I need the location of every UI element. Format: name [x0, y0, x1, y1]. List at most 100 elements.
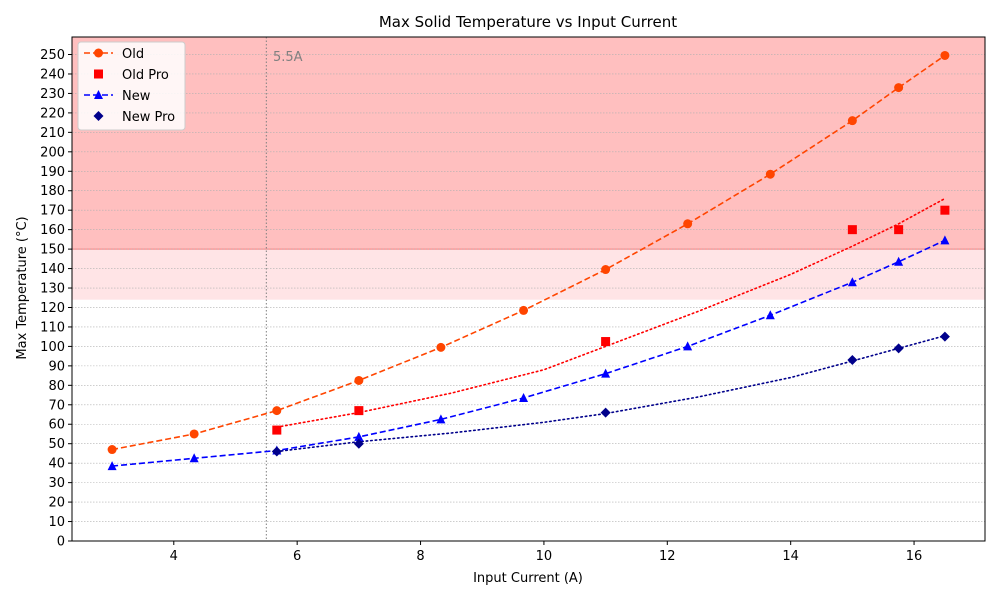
point-new-pro-1 [353, 438, 364, 449]
reference-line-label: 5.5A [273, 50, 303, 65]
point-old-pro-1 [354, 406, 364, 416]
y-tick-label-80: 80 [48, 379, 65, 394]
point-new-11 [940, 235, 950, 245]
point-old-9 [847, 116, 857, 126]
legend: Old Old Pro New New Pro [77, 41, 186, 131]
y-tick-label-250: 250 [40, 48, 65, 63]
point-old-5 [519, 305, 529, 315]
y-tick-label-40: 40 [48, 457, 65, 472]
point-old-pro-3 [847, 225, 857, 235]
x-tick-label-14: 14 [782, 549, 799, 564]
point-new-3 [354, 431, 364, 441]
point-old-7 [683, 219, 693, 229]
legend-label-new-pro: New Pro [122, 110, 175, 125]
data-series [107, 50, 950, 471]
legend-marker-new-pro [93, 111, 104, 121]
point-new-6 [601, 368, 611, 378]
point-old-10 [894, 83, 904, 93]
y-axis-label: Max Temperature (°C) [15, 216, 30, 359]
y-tick-label-180: 180 [40, 184, 65, 199]
shaded-bands [72, 36, 985, 300]
series-old-pro [272, 205, 950, 435]
x-axis-ticks: 4 6 8 10 12 14 16 [170, 541, 923, 564]
point-new-10 [894, 256, 904, 266]
x-tick-label-8: 8 [416, 549, 424, 564]
x-tick-label-10: 10 [536, 549, 553, 564]
point-new-7 [683, 341, 693, 351]
series-new [107, 235, 950, 471]
y-tick-label-130: 130 [40, 282, 65, 297]
series-new-pro [271, 331, 950, 457]
y-tick-label-0: 0 [57, 535, 65, 550]
legend-label-new: New [122, 89, 151, 104]
point-new-pro-5 [939, 331, 950, 342]
point-old-1 [189, 429, 199, 439]
legend-label-old-pro: Old Pro [122, 68, 169, 83]
y-tick-label-230: 230 [40, 87, 65, 102]
point-new-pro-0 [271, 446, 282, 457]
point-new-pro-4 [893, 343, 904, 354]
critical-zone-band [72, 37, 985, 250]
point-new-4 [436, 414, 446, 424]
y-tick-label-10: 10 [48, 515, 65, 530]
y-tick-label-90: 90 [48, 359, 65, 374]
point-old-11 [940, 50, 950, 60]
y-tick-label-210: 210 [40, 126, 65, 141]
point-old-3 [354, 375, 364, 385]
y-tick-label-60: 60 [48, 418, 65, 433]
y-tick-label-70: 70 [48, 398, 65, 413]
x-axis-label: Input Current (A) [473, 571, 583, 586]
old-pro-trend-line [276, 197, 946, 428]
point-old-0 [107, 445, 117, 455]
point-old-4 [436, 342, 446, 352]
point-new-pro-3 [847, 355, 858, 366]
y-axis-ticks: 0 10 20 30 40 50 60 70 80 90 100 110 120 130 140 150 160… [40, 48, 72, 550]
y-tick-label-100: 100 [40, 340, 65, 355]
warning-zone-band [72, 249, 985, 300]
x-tick-label-16: 16 [906, 549, 923, 564]
y-tick-label-20: 20 [48, 496, 65, 511]
y-tick-label-220: 220 [40, 106, 65, 121]
point-new-pro-2 [600, 407, 611, 418]
legend-marker-old [94, 48, 103, 58]
y-tick-label-170: 170 [40, 204, 65, 219]
y-tick-label-240: 240 [40, 67, 65, 82]
y-tick-label-150: 150 [40, 243, 65, 258]
chart-title: Max Solid Temperature vs Input Current [379, 13, 677, 31]
legend-marker-new [94, 90, 103, 99]
series-old-line [111, 54, 946, 451]
new-pro-trend-line [276, 334, 946, 453]
y-tick-label-50: 50 [48, 437, 65, 452]
point-new-9 [847, 277, 857, 287]
x-tick-label-4: 4 [170, 549, 178, 564]
point-old-pro-4 [894, 225, 904, 235]
legend-marker-old-pro [94, 69, 103, 79]
x-tick-label-12: 12 [659, 549, 676, 564]
y-tick-label-120: 120 [40, 301, 65, 316]
y-tick-label-30: 30 [48, 476, 65, 491]
y-tick-label-140: 140 [40, 262, 65, 277]
point-new-5 [519, 392, 529, 402]
legend-label-old: Old [122, 47, 144, 62]
point-old-6 [601, 265, 611, 275]
series-new-line [112, 239, 946, 467]
y-tick-label-110: 110 [40, 320, 65, 335]
x-tick-label-6: 6 [293, 549, 301, 564]
point-new-1 [189, 453, 199, 463]
point-new-8 [765, 310, 775, 320]
point-old-8 [765, 169, 775, 179]
point-old-pro-0 [272, 425, 282, 435]
legend-box [77, 41, 186, 131]
trendlines [276, 197, 946, 453]
y-tick-label-160: 160 [40, 223, 65, 238]
y-tick-label-200: 200 [40, 145, 65, 160]
point-old-pro-2 [601, 337, 611, 347]
series-old [107, 50, 950, 455]
plot-frame [71, 36, 986, 542]
y-tick-label-190: 190 [40, 165, 65, 180]
point-old-pro-5 [940, 205, 950, 215]
point-old-2 [272, 406, 282, 416]
point-new-0 [107, 461, 117, 471]
